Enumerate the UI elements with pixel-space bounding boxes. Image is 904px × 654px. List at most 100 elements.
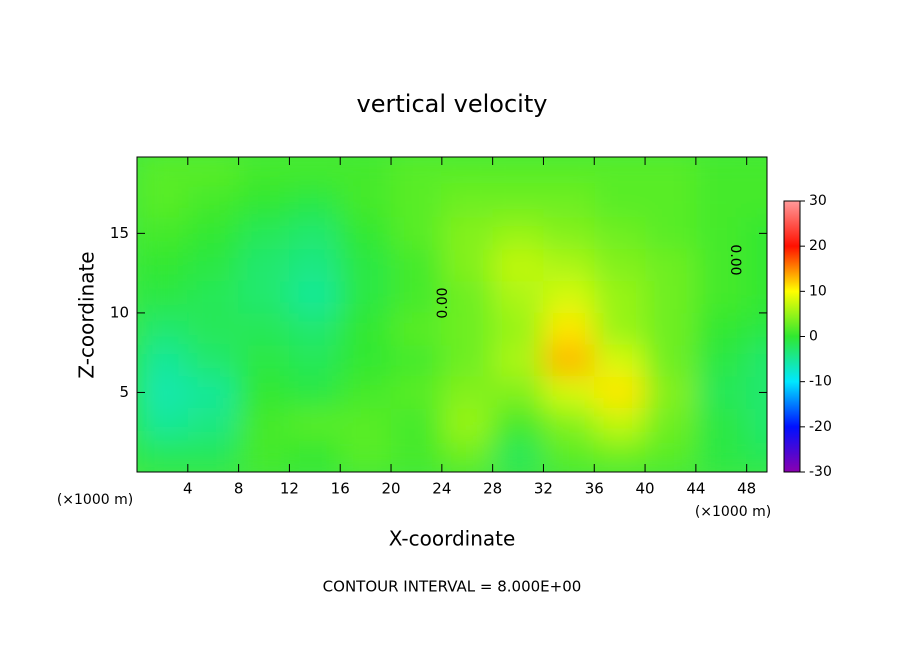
field-cell	[695, 344, 747, 377]
field-cell	[238, 376, 290, 409]
field-cell	[340, 344, 392, 377]
plot-frame	[136, 156, 768, 473]
field-cell	[441, 249, 493, 282]
x-unit: (×1000 m)	[695, 504, 771, 520]
field-cell	[340, 249, 392, 282]
field-cell	[746, 312, 767, 345]
field-cell	[594, 312, 646, 345]
x-tick-label: 16	[331, 480, 350, 498]
field-cell	[238, 249, 290, 282]
field-cell	[492, 376, 544, 409]
field-cell	[746, 440, 767, 472]
field-cell	[340, 185, 392, 218]
field-cell	[543, 185, 595, 218]
colorbar-tick-label: 30	[809, 193, 827, 209]
field-cell	[695, 408, 747, 441]
field-cell	[137, 408, 188, 441]
field-cell	[492, 312, 544, 345]
plot-area	[137, 157, 767, 472]
field-cell	[187, 312, 239, 345]
field-cell	[137, 312, 188, 345]
field-cell	[543, 408, 595, 441]
field-cell	[594, 440, 646, 472]
field-cell	[238, 312, 290, 345]
field-cell	[492, 408, 544, 441]
field-cell	[137, 440, 188, 472]
field-cell	[543, 344, 595, 377]
x-axis-label: X-coordinate	[389, 527, 516, 551]
field-cell	[340, 157, 392, 186]
y-tick-label: 10	[110, 303, 129, 321]
field-cell	[746, 217, 767, 250]
colorbar-tick-label: -30	[809, 464, 832, 480]
field-cell	[441, 408, 493, 441]
y-axis-label: Z-coordinate	[75, 251, 99, 378]
field-cell	[187, 440, 239, 472]
field-cell	[289, 249, 341, 282]
colorbar	[783, 200, 801, 473]
field-cell	[289, 185, 341, 218]
field-cell	[746, 157, 767, 186]
field-cell	[746, 185, 767, 218]
field-cell	[137, 185, 188, 218]
field-cell	[391, 440, 442, 472]
field-cell	[187, 249, 239, 282]
field-cell	[594, 157, 646, 186]
field-cell	[695, 312, 747, 345]
field-cell	[695, 157, 747, 186]
colorbar-tick-label: 20	[809, 238, 827, 254]
field-cell	[492, 249, 544, 282]
field-cell	[238, 344, 290, 377]
field-cell	[238, 440, 290, 472]
field-cell	[340, 217, 392, 250]
field-cell	[289, 217, 341, 250]
field-cell	[492, 344, 544, 377]
field-cell	[492, 157, 544, 186]
field-cell	[645, 249, 696, 282]
field-cell	[594, 217, 646, 250]
x-tick-label: 28	[483, 480, 502, 498]
field-cell	[137, 249, 188, 282]
field-cell	[746, 344, 767, 377]
field-cell	[289, 376, 341, 409]
field-cell	[645, 281, 696, 313]
field-cell	[441, 312, 493, 345]
field-cell	[645, 157, 696, 186]
field-cell	[289, 157, 341, 186]
field-cell	[441, 440, 493, 472]
field-cell	[746, 408, 767, 441]
field-cell	[340, 312, 392, 345]
field-cell	[289, 312, 341, 345]
x-tick-label: 12	[280, 480, 299, 498]
field-cell	[695, 281, 747, 313]
field-cell	[187, 344, 239, 377]
field-cell	[543, 376, 595, 409]
field	[137, 157, 767, 472]
field-cell	[645, 185, 696, 218]
field-cell	[187, 281, 239, 313]
x-tick-label: 48	[737, 480, 756, 498]
field-cell	[492, 185, 544, 218]
x-tick-label: 8	[234, 480, 244, 498]
field-cell	[695, 185, 747, 218]
x-tick-label: 24	[432, 480, 451, 498]
field-cell	[238, 408, 290, 441]
contour-label: 0.00	[435, 287, 451, 318]
field-cell	[187, 217, 239, 250]
field-cell	[645, 440, 696, 472]
contour-label: 0.00	[727, 244, 743, 275]
colorbar-tick-label: 10	[809, 283, 827, 299]
field-cell	[187, 185, 239, 218]
field-cell	[543, 312, 595, 345]
field-cell	[594, 344, 646, 377]
field-cell	[441, 376, 493, 409]
field-cell	[492, 281, 544, 313]
field-cell	[441, 217, 493, 250]
field-cell	[340, 281, 392, 313]
field-cell	[645, 312, 696, 345]
field-cell	[391, 312, 442, 345]
field-cell	[645, 408, 696, 441]
field-cell	[543, 249, 595, 282]
field-cell	[289, 408, 341, 441]
x-tick-label: 40	[636, 480, 655, 498]
